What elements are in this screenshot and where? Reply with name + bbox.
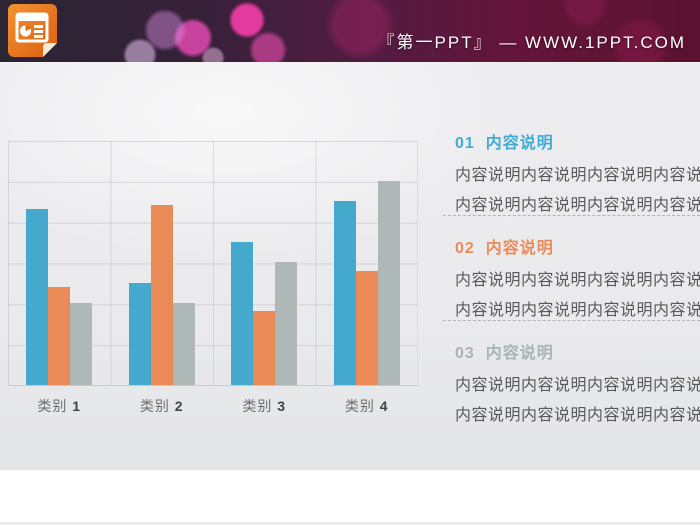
section-03-text-line: 内容说明内容说明内容说明内容说明 (455, 377, 700, 394)
bar-series-blue (231, 242, 254, 385)
bar-cluster (231, 141, 298, 385)
section-01-heading: 01 内容说明 (455, 135, 554, 152)
bar-series-gray (70, 303, 93, 385)
section-01: 01 内容说明 内容说明内容说明内容说明内容说明 内容说明内容说明内容说明内容说… (455, 129, 700, 221)
section-01-text-line: 内容说明内容说明内容说明内容说明 (455, 197, 700, 214)
section-03: 03 内容说明 内容说明内容说明内容说明内容说明 内容说明内容说明内容说明内容说… (455, 339, 700, 431)
bar-cluster (26, 141, 93, 385)
bar-series-orange (150, 205, 173, 385)
text-column: 01 内容说明 内容说明内容说明内容说明内容说明 内容说明内容说明内容说明内容说… (455, 63, 700, 471)
slide-content-area: 类别 1 类别 2 类别 3 类别 4 01 内容说明 内容说明内容说明内容说明内容说… (0, 62, 700, 470)
powerpoint-icon (8, 4, 57, 57)
dashed-divider (443, 215, 700, 216)
bar-cluster (128, 141, 195, 385)
header-banner: 『第一PPT』 — WWW.1PPT.COM (0, 0, 700, 62)
bar-cluster (333, 141, 400, 385)
bar-series-gray (172, 303, 195, 385)
category-label: 类别 3 (242, 398, 287, 414)
section-02: 02 内容说明 内容说明内容说明内容说明内容说明 内容说明内容说明内容说明内容说… (455, 234, 700, 326)
section-03-text-line: 内容说明内容说明内容说明内容说明 (455, 407, 700, 424)
section-02-text-line: 内容说明内容说明内容说明内容说明 (455, 272, 700, 289)
section-03-heading: 03 内容说明 (455, 345, 554, 362)
category-axis: 类别 1 类别 2 类别 3 类别 4 (8, 396, 418, 416)
bar-series-orange (48, 287, 71, 385)
bar-chart-plot-area (8, 141, 418, 386)
site-title: 『第一PPT』 — WWW.1PPT.COM (377, 33, 686, 52)
section-02-text-line: 内容说明内容说明内容说明内容说明 (455, 302, 700, 319)
footer-bar: 第一PPT HTTP://WWW.1PPT.COM (0, 470, 700, 525)
bar-series-orange (253, 311, 276, 385)
section-01-text-line: 内容说明内容说明内容说明内容说明 (455, 167, 700, 184)
bar-series-blue (128, 283, 151, 385)
category-label: 类别 2 (139, 398, 184, 414)
category-label: 类别 1 (37, 398, 82, 414)
bar-series-gray (377, 181, 400, 385)
dashed-divider (443, 320, 700, 321)
section-02-heading: 02 内容说明 (455, 240, 554, 257)
bar-series-blue (333, 201, 356, 385)
bar-series-blue (26, 209, 49, 385)
bar-series-orange (355, 271, 378, 385)
bar-series-gray (275, 262, 298, 385)
category-label: 类别 4 (344, 398, 389, 414)
